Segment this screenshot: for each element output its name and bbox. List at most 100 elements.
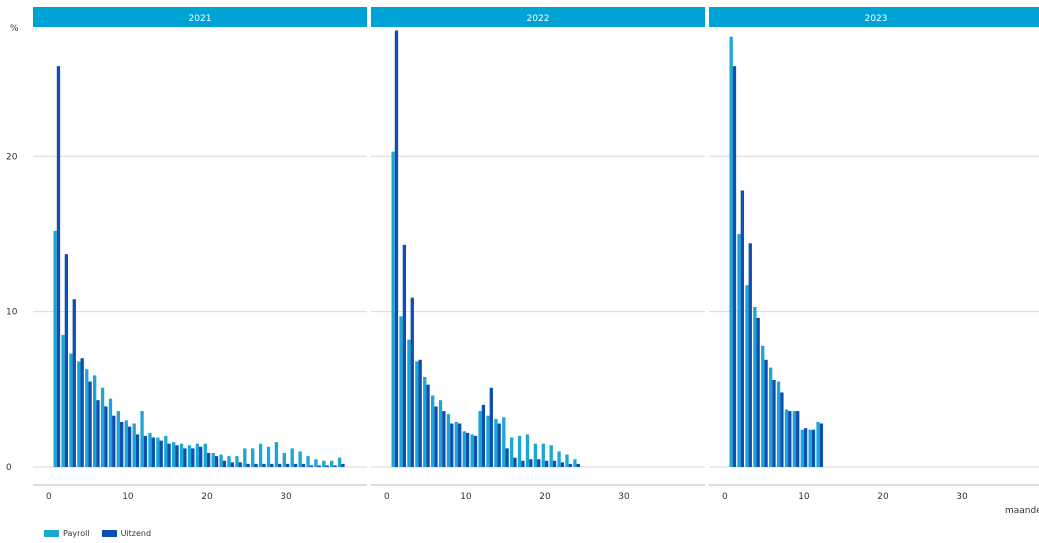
x-tick-label: 20 [539,492,551,502]
bar-uitzend [426,384,430,467]
x-tick-label: 0 [384,492,390,502]
bar-uitzend [465,432,470,467]
bar-payroll [61,334,65,467]
bar-uitzend [788,411,792,467]
x-axis-label: maanden [1005,506,1039,516]
bar-payroll [800,429,804,467]
bar-payroll [753,306,757,467]
bar-payroll [399,316,403,467]
bar-payroll [565,454,569,467]
bar-payroll [470,434,474,467]
bar-uitzend [88,381,92,467]
bar-uitzend [537,459,541,467]
bar-uitzend [740,190,745,467]
bar-uitzend [199,446,203,467]
bar-uitzend [72,299,76,467]
bar-uitzend [458,423,462,467]
bar-uitzend [402,244,407,467]
legend-item-payroll: Payroll [44,529,90,538]
bar-payroll [164,435,168,467]
x-tick-label: 10 [122,492,134,502]
legend-item-uitzend: Uitzend [101,529,151,538]
bar-payroll [438,400,443,467]
bar-uitzend [80,358,84,467]
bar-payroll [148,432,152,467]
panel-2021: 2021 0 10 20 30 [33,7,367,502]
bar-payroll [454,421,459,467]
bar-payroll [274,442,279,467]
bar-uitzend [333,465,337,467]
bar-uitzend [819,423,824,467]
bar-payroll [156,437,160,467]
bar-uitzend [780,392,784,467]
bar-payroll [446,414,451,467]
bar-payroll [266,446,271,467]
bar-uitzend [552,460,557,467]
bar-payroll [77,361,81,467]
bar-payroll [792,411,797,467]
panel-header [709,7,1039,27]
y-tick-label: 0 [6,463,12,473]
bar-uitzend [246,463,250,467]
bar-payroll [53,230,57,467]
bar-payroll [124,420,128,467]
bar-uitzend [254,463,258,467]
bar-payroll [203,443,207,467]
panel-title: 2023 [865,14,888,24]
bar-payroll [549,445,553,467]
panel-title: 2022 [527,14,550,24]
bar-uitzend [238,462,242,467]
bar-uitzend [104,406,108,467]
bar-uitzend [56,66,61,467]
bar-payroll [306,456,310,467]
panel-2023: 2023 0 10 20 30 [709,7,1039,502]
bar-uitzend [576,463,580,467]
bar-payroll [816,421,820,467]
bar-uitzend [756,317,760,467]
bar-uitzend [143,435,148,467]
panel-2022: 2022 0 10 20 30 [371,7,705,502]
bar-uitzend [505,448,509,467]
bar-payroll [533,443,538,467]
legend: Payroll Uitzend [44,529,151,538]
x-tick-label: 30 [618,492,630,502]
bar-payroll [745,285,749,467]
x-tick-label: 10 [798,492,810,502]
bar-payroll [478,411,482,467]
bar-payroll [140,411,144,467]
bar-payroll [462,431,466,467]
bar-payroll [502,417,506,467]
bar-uitzend [230,462,234,467]
bar-uitzend [96,400,100,467]
x-tick-label: 10 [460,492,472,502]
bar-uitzend [127,426,132,467]
legend-label-payroll: Payroll [63,529,90,538]
bar-uitzend [394,30,399,467]
legend-swatch-uitzend [101,530,117,537]
bar-payroll [494,418,498,467]
bar-payroll [85,369,89,467]
bar-uitzend [309,465,314,467]
bar-payroll [314,459,318,467]
bar-payroll [557,451,561,467]
bar-payroll [337,457,342,467]
bar-payroll [219,454,223,467]
bar-payroll [430,395,435,467]
bar-uitzend [568,463,572,467]
y-tick-label: 20 [6,152,18,162]
bar-payroll [423,376,427,467]
bar-uitzend [410,297,414,467]
bar-uitzend [175,445,179,467]
bar-uitzend [442,411,446,467]
bar-uitzend [293,463,298,467]
bar-payroll [768,367,773,467]
bar-payroll [573,459,577,467]
bar-uitzend [135,434,140,467]
bar-uitzend [206,453,211,467]
bar-payroll [290,448,294,467]
bar-payroll [116,411,121,467]
bar-payroll [195,443,200,467]
x-tick-label: 30 [280,492,292,502]
bar-payroll [322,460,326,467]
